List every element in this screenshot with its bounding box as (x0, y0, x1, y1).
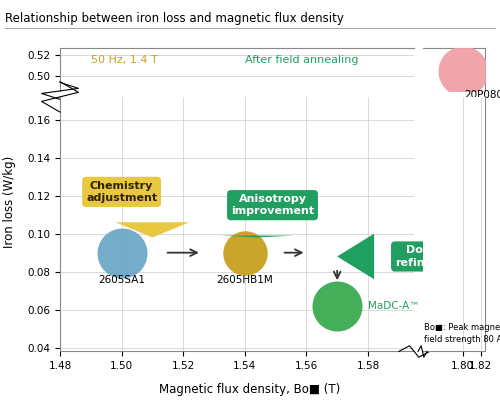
Text: Iron loss (W/kg): Iron loss (W/kg) (4, 156, 16, 248)
Text: 50 Hz, 1.4 T: 50 Hz, 1.4 T (91, 55, 158, 65)
Polygon shape (337, 234, 374, 279)
Point (458, 67, 466, 74)
Polygon shape (116, 222, 190, 238)
Text: Bo■: Peak magnetic
field strength 80 A/m: Bo■: Peak magnetic field strength 80 A/m (424, 323, 500, 344)
Text: Chemistry
adjustment: Chemistry adjustment (86, 181, 157, 203)
Text: 2605HB1M: 2605HB1M (216, 276, 273, 286)
Point (333, 303, 341, 309)
Text: Relationship between iron loss and magnetic flux density: Relationship between iron loss and magne… (5, 12, 344, 25)
Text: MaDC-A™: MaDC-A™ (368, 301, 420, 311)
Text: Domain
refinement: Domain refinement (395, 245, 464, 268)
Polygon shape (220, 236, 294, 238)
Text: Magnetic flux density, Bo■ (T): Magnetic flux density, Bo■ (T) (160, 383, 340, 396)
Text: After field annealing: After field annealing (245, 55, 358, 65)
Point (241, 249, 249, 256)
Text: 20P080: 20P080 (464, 90, 500, 100)
Point (118, 249, 126, 256)
Text: Anisotropy
improvement: Anisotropy improvement (231, 194, 314, 217)
Text: 2605SA1: 2605SA1 (98, 276, 145, 286)
